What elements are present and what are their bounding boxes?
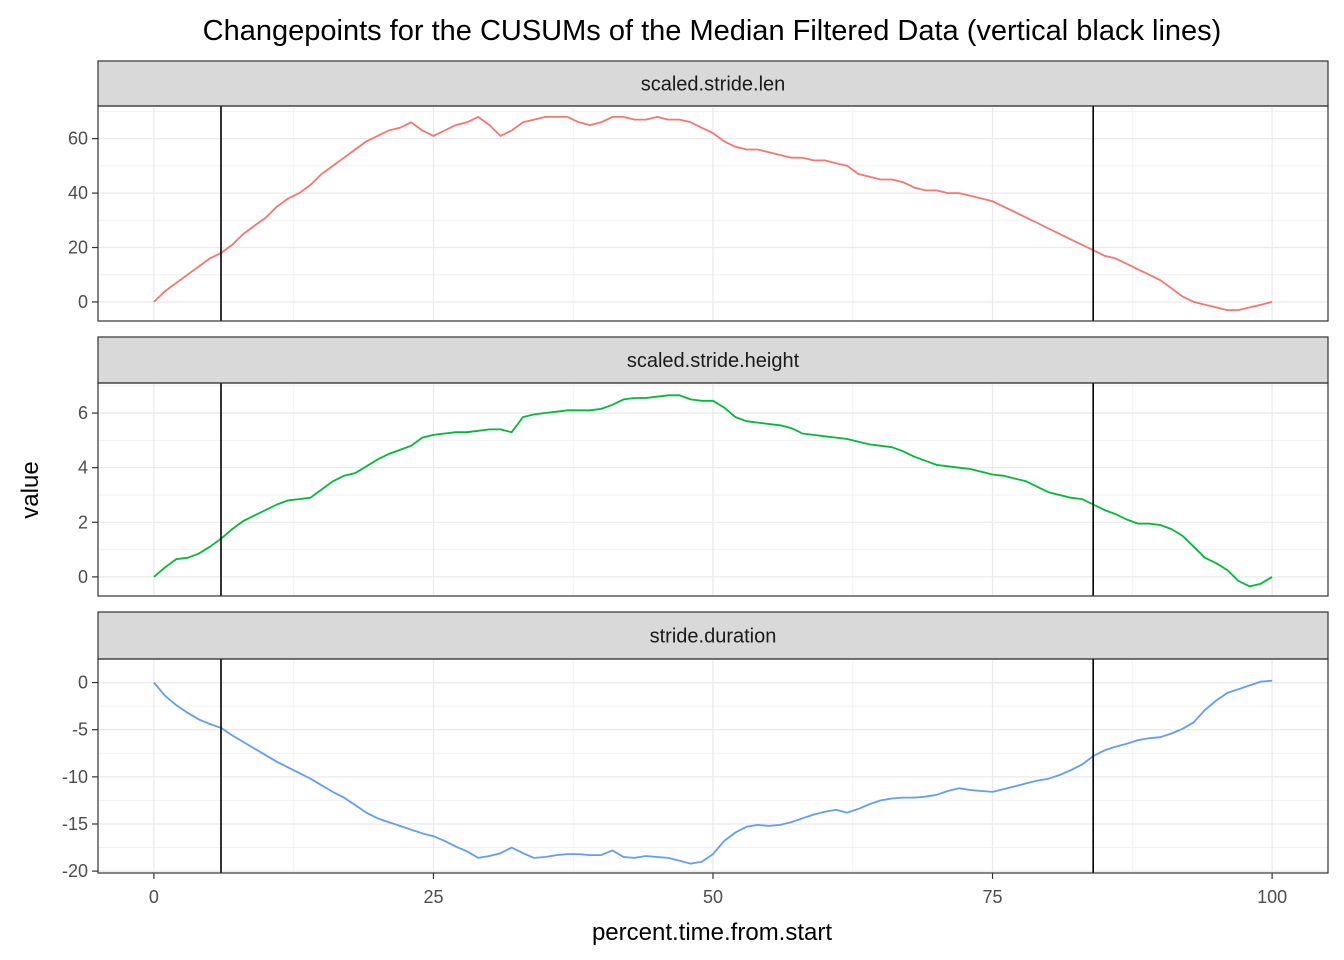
facet-panel-scaled-stride-len: scaled.stride.len 0 20 40 60 bbox=[68, 60, 1329, 322]
panel-border bbox=[97, 382, 1329, 597]
y-tick-label: 6 bbox=[78, 403, 88, 423]
facet-panels: scaled.stride.len0204060scaled.stride.he… bbox=[62, 60, 1329, 881]
y-tick-label: -15 bbox=[62, 814, 88, 834]
y-tick-label: -10 bbox=[62, 767, 88, 787]
facet-panel-stride-duration: stride.duration -20 -15 -10 -5 0 bbox=[62, 611, 1329, 881]
x-tick-label: 25 bbox=[423, 887, 443, 907]
y-tick-label: -5 bbox=[72, 720, 88, 740]
facet-strip-label: stride.duration bbox=[650, 626, 777, 648]
facet-strip bbox=[97, 60, 1329, 107]
x-tick-label: 0 bbox=[149, 887, 159, 907]
x-axis-title: percent.time.from.start bbox=[592, 919, 832, 946]
y-axis-title: value bbox=[17, 461, 44, 518]
y-tick-label: 40 bbox=[68, 183, 88, 203]
y-tick-label: 4 bbox=[78, 458, 88, 478]
x-axis: 0 25 50 75 100 bbox=[149, 873, 1287, 907]
facet-strip-label: scaled.stride.height bbox=[627, 350, 800, 372]
y-tick-label: -20 bbox=[62, 861, 88, 881]
chart-title: Changepoints for the CUSUMs of the Media… bbox=[203, 15, 1222, 47]
y-tick-label: 20 bbox=[68, 238, 88, 258]
facet-strip bbox=[97, 611, 1329, 660]
facet-panel-scaled-stride-height: scaled.stride.height 0 2 4 6 bbox=[78, 336, 1329, 597]
panel-border bbox=[97, 105, 1329, 322]
series-line-stride-duration bbox=[153, 679, 1273, 865]
x-tick-label: 50 bbox=[703, 887, 723, 907]
x-tick-label: 75 bbox=[983, 887, 1003, 907]
series-line-scaled-stride-height bbox=[153, 394, 1273, 588]
y-tick-label: 60 bbox=[68, 129, 88, 149]
y-tick-label: 2 bbox=[78, 512, 88, 532]
x-tick-label: 100 bbox=[1257, 887, 1287, 907]
y-tick-label: 0 bbox=[78, 673, 88, 693]
y-tick-label: 0 bbox=[78, 292, 88, 312]
series-line-scaled-stride-len bbox=[153, 116, 1273, 312]
facet-strip-label: scaled.stride.len bbox=[641, 74, 786, 96]
y-tick-label: 0 bbox=[78, 567, 88, 587]
